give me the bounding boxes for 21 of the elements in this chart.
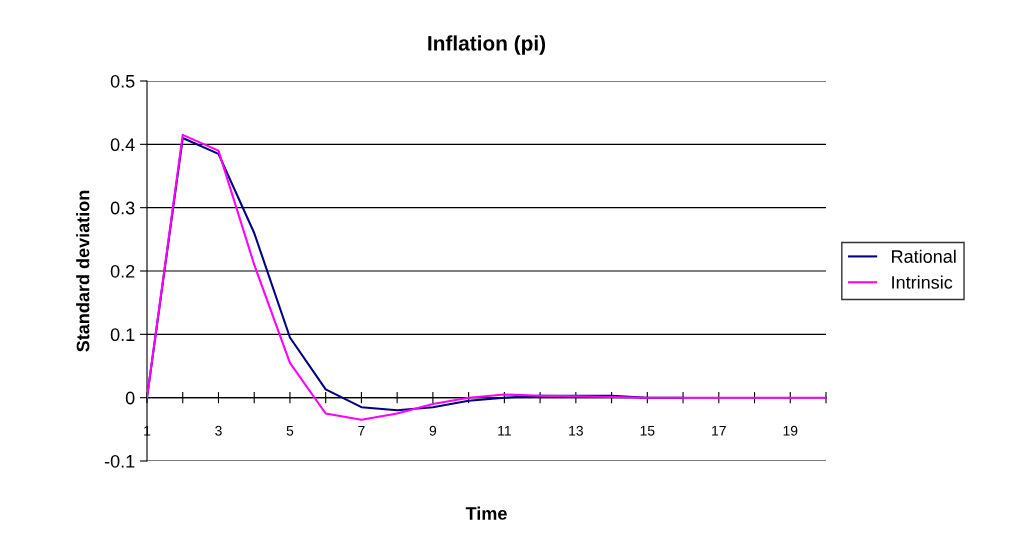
legend-label: Rational — [892, 249, 956, 263]
x-tick-label: 11 — [498, 425, 511, 436]
y-tick-label: 0 — [125, 391, 135, 405]
x-tick-label: 5 — [286, 425, 294, 436]
x-tick-label: 15 — [640, 425, 655, 436]
x-tick-label: 7 — [358, 425, 365, 436]
y-tick-label: 0.2 — [110, 264, 135, 278]
y-tick-label: 0.4 — [110, 138, 135, 152]
x-tick-label: 9 — [429, 425, 437, 436]
y-tick-label: 0.1 — [110, 328, 135, 342]
x-tick-label: 13 — [569, 425, 583, 436]
y-axis-title: Standard deviation — [76, 190, 90, 352]
x-tick-label: 3 — [215, 425, 222, 436]
y-tick-label: 0.3 — [110, 201, 135, 215]
x-tick-label: 19 — [783, 425, 798, 436]
y-tick-label: 0.5 — [110, 74, 135, 88]
legend-label: Intrinsic — [892, 275, 953, 289]
x-axis-title: Time — [465, 506, 507, 520]
y-tick-label: -0.1 — [104, 454, 135, 468]
chart-title: Inflation (pi) — [428, 35, 546, 55]
x-tick-label: 17 — [712, 425, 726, 436]
